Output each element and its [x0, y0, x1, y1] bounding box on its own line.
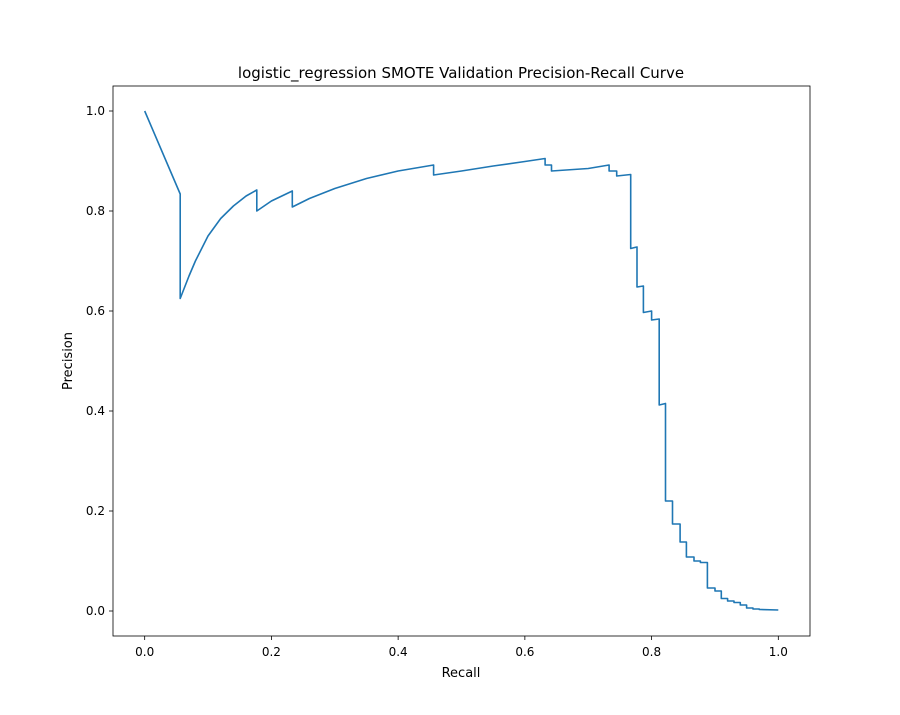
plot-frame	[112, 85, 811, 637]
x-tick-label: 1.0	[769, 645, 788, 659]
y-tick-label: 0.2	[86, 504, 105, 518]
y-tick-label: 0.0	[86, 604, 105, 618]
precision-recall-line	[143, 110, 779, 611]
chart-title: logistic_regression SMOTE Validation Pre…	[238, 64, 684, 83]
x-tick-label: 0.2	[262, 645, 281, 659]
y-tick-label: 1.0	[86, 104, 105, 118]
y-tick-label: 0.4	[86, 404, 105, 418]
x-tick-label: 0.0	[135, 645, 154, 659]
x-axis-label: Recall	[442, 666, 481, 681]
axis-ticks: 0.0 0.2 0.4 0.6 0.8 1.0 0.0 0.2 0.4 0.6 0.8 1.0	[86, 104, 788, 659]
y-tick-label: 0.8	[86, 204, 105, 218]
x-tick-label: 0.8	[642, 645, 661, 659]
x-tick-label: 0.6	[515, 645, 534, 659]
y-axis-label: Precision	[61, 332, 76, 390]
x-tick-label: 0.4	[389, 645, 408, 659]
y-tick-label: 0.6	[86, 304, 105, 318]
